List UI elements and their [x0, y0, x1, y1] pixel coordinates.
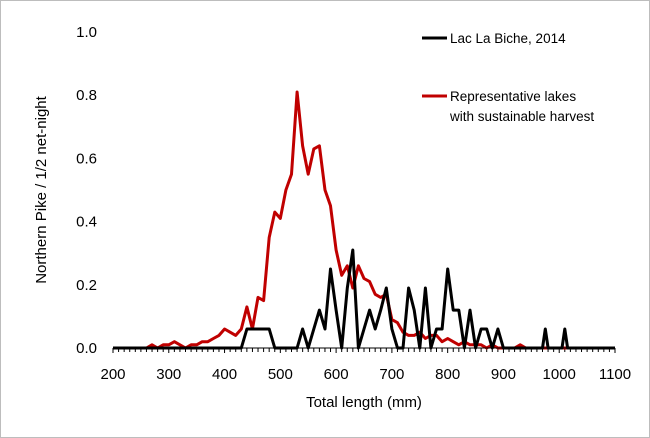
x-axis-title: Total length (mm)	[306, 394, 422, 411]
series-layer	[113, 90, 615, 350]
y-tick-label: 1.0	[76, 24, 97, 41]
legend-label-representative-lakes: Representative lakes with sustainable ha…	[449, 89, 594, 124]
legend-label-line-1: Representative lakes	[450, 89, 576, 104]
y-tick-label: 0.6	[76, 150, 97, 167]
y-tick-label: 0.8	[76, 87, 97, 104]
x-axis-ticks: 200 300 400 500 600 700 800 900 1000 1100	[100, 348, 631, 383]
x-tick-label: 800	[435, 366, 460, 383]
y-tick-label: 0.0	[76, 340, 97, 357]
x-tick-label: 1100	[599, 366, 631, 383]
x-tick-label: 400	[212, 366, 237, 383]
y-axis-ticks: 0.0 0.2 0.4 0.6 0.8 1.0	[76, 24, 97, 357]
legend-label-lac-la-biche: Lac La Biche, 2014	[450, 31, 566, 46]
x-tick-label: 200	[100, 366, 125, 383]
legend-label-line-2: with sustainable harvest	[449, 109, 594, 124]
x-tick-label: 700	[379, 366, 404, 383]
series-line-lac-la-biche	[113, 248, 615, 350]
x-tick-label: 300	[156, 366, 181, 383]
y-tick-label: 0.4	[76, 214, 97, 231]
x-tick-label: 900	[491, 366, 516, 383]
x-tick-label: 600	[324, 366, 349, 383]
y-axis-title: Northern Pike / 1/2 net-night	[33, 95, 50, 283]
x-tick-label: 500	[268, 366, 293, 383]
series-line-representative-lakes	[113, 90, 615, 350]
y-tick-label: 0.2	[76, 277, 97, 294]
x-tick-label: 1000	[543, 366, 576, 383]
legend: Lac La Biche, 2014 Representative lakes …	[422, 31, 594, 124]
